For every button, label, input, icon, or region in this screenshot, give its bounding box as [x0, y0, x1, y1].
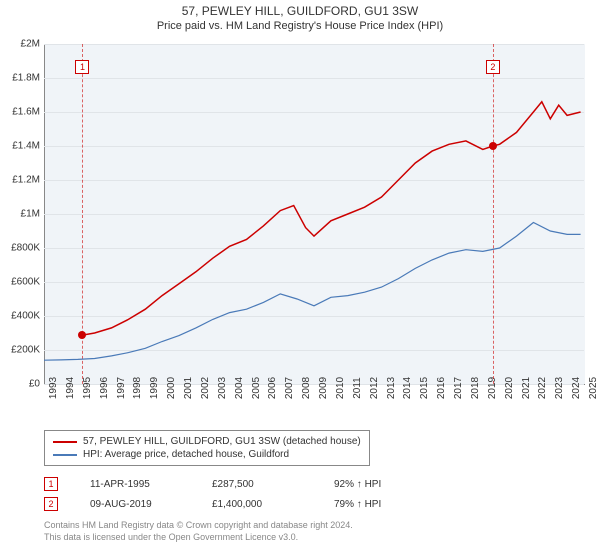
- ytick-label: £1M: [21, 209, 40, 220]
- transaction-row: 1 11-APR-1995 £287,500 92% ↑ HPI: [44, 474, 381, 494]
- transaction-pct: 79% ↑ HPI: [334, 499, 381, 510]
- data-point: [78, 331, 86, 339]
- ytick-label: £1.6M: [12, 107, 40, 118]
- transactions-table: 1 11-APR-1995 £287,500 92% ↑ HPI 2 09-AUG-201…: [44, 474, 381, 514]
- chart-area: 12: [44, 44, 584, 384]
- ytick-label: £1.2M: [12, 175, 40, 186]
- legend-label: HPI: Average price, detached house, Guil…: [83, 449, 289, 460]
- marker-box: 1: [75, 60, 89, 74]
- series-line: [83, 102, 581, 335]
- transaction-price: £1,400,000: [212, 499, 302, 510]
- transaction-marker: 1: [44, 477, 58, 491]
- legend-label: 57, PEWLEY HILL, GUILDFORD, GU1 3SW (det…: [83, 436, 361, 447]
- chart-lines: [44, 44, 584, 384]
- ytick-label: £600K: [11, 277, 40, 288]
- attribution-line2: This data is licensed under the Open Gov…: [44, 532, 353, 544]
- ytick-label: £2M: [21, 39, 40, 50]
- legend-swatch: [53, 441, 77, 443]
- chart-container: 57, PEWLEY HILL, GUILDFORD, GU1 3SW Pric…: [0, 0, 600, 560]
- transaction-date: 09-AUG-2019: [90, 499, 180, 510]
- transaction-row: 2 09-AUG-2019 £1,400,000 79% ↑ HPI: [44, 494, 381, 514]
- chart-title: 57, PEWLEY HILL, GUILDFORD, GU1 3SW: [0, 0, 600, 18]
- ytick-label: £1.8M: [12, 73, 40, 84]
- legend-row: 57, PEWLEY HILL, GUILDFORD, GU1 3SW (det…: [53, 435, 361, 448]
- transaction-pct: 92% ↑ HPI: [334, 479, 381, 490]
- xtick-label: 2025: [588, 377, 599, 399]
- legend-swatch: [53, 454, 77, 456]
- transaction-date: 11-APR-1995: [90, 479, 180, 490]
- chart-subtitle: Price paid vs. HM Land Registry's House …: [0, 18, 600, 36]
- attribution: Contains HM Land Registry data © Crown c…: [44, 520, 353, 543]
- ytick-label: £800K: [11, 243, 40, 254]
- ytick-label: £1.4M: [12, 141, 40, 152]
- data-point: [489, 142, 497, 150]
- ytick-label: £0: [29, 379, 40, 390]
- series-line: [44, 223, 581, 361]
- ytick-label: £200K: [11, 345, 40, 356]
- legend: 57, PEWLEY HILL, GUILDFORD, GU1 3SW (det…: [44, 430, 370, 466]
- ytick-label: £400K: [11, 311, 40, 322]
- transaction-marker: 2: [44, 497, 58, 511]
- transaction-price: £287,500: [212, 479, 302, 490]
- marker-box: 2: [486, 60, 500, 74]
- legend-row: HPI: Average price, detached house, Guil…: [53, 448, 361, 461]
- attribution-line1: Contains HM Land Registry data © Crown c…: [44, 520, 353, 532]
